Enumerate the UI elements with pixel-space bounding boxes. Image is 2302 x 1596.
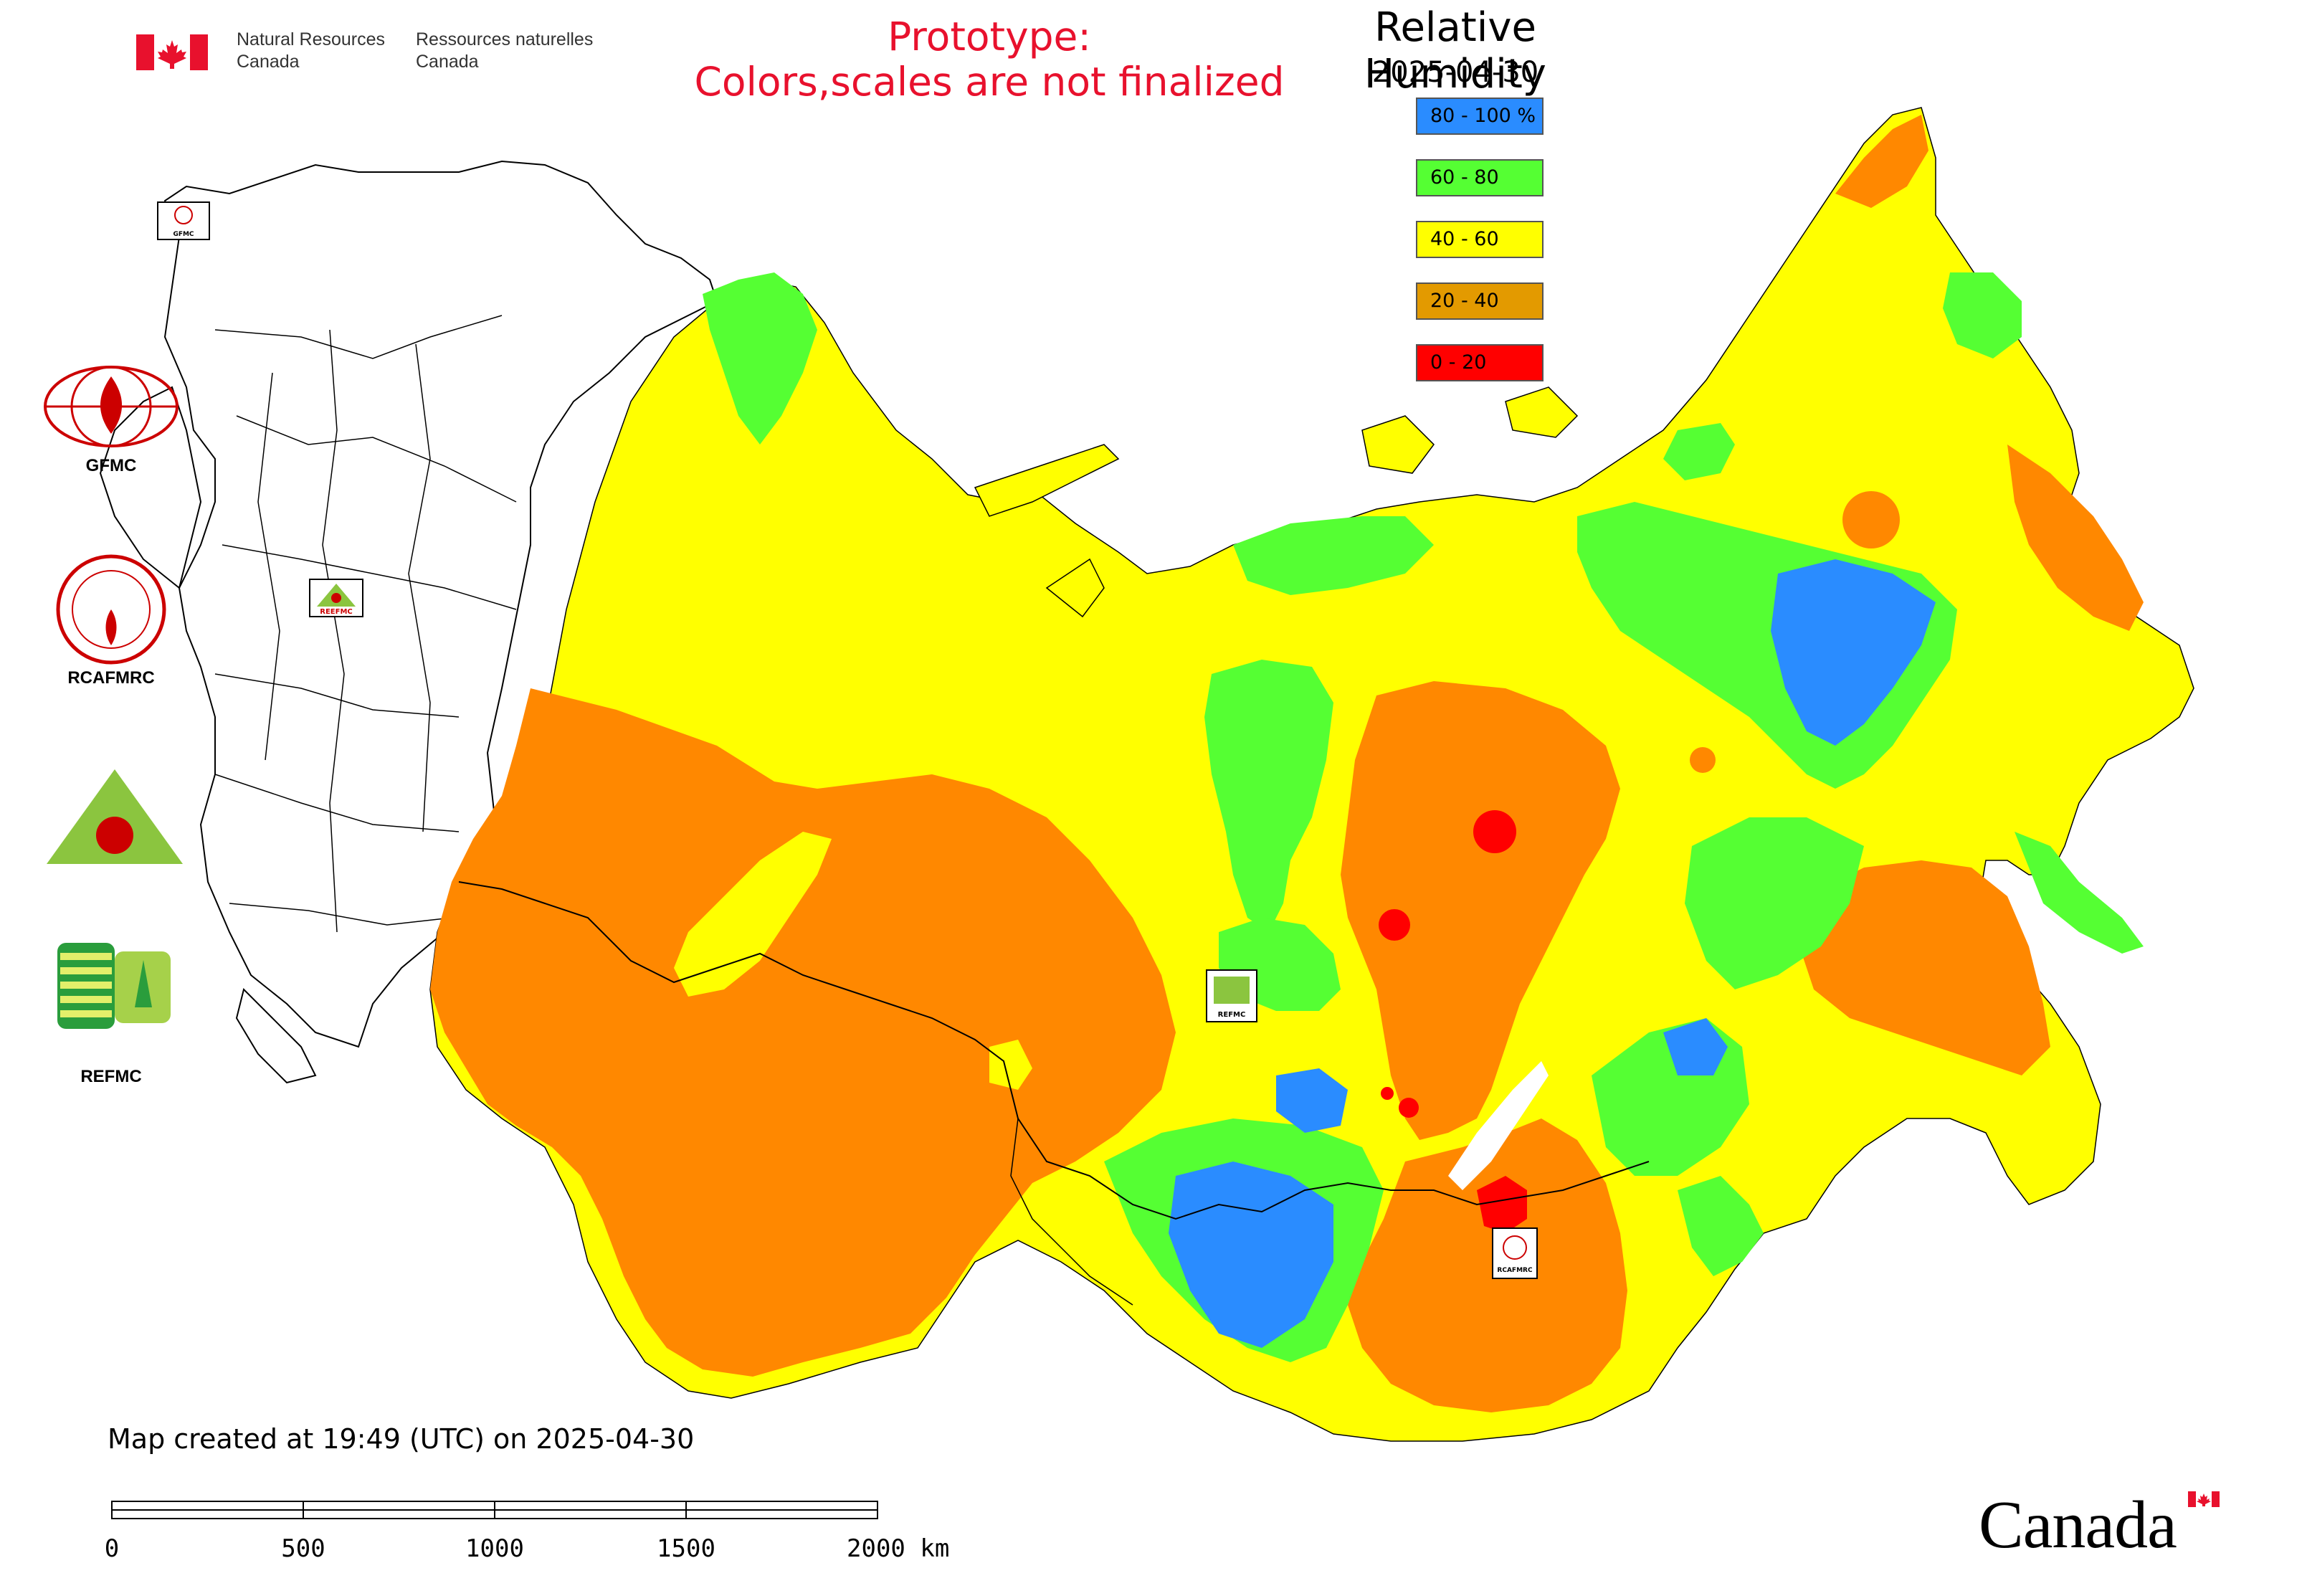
- rcafmrc-label: RCAFMRC: [67, 668, 155, 688]
- refmc-logo: [57, 943, 172, 1029]
- zone-dry-spot-1: [1842, 491, 1900, 548]
- zone-dry-central: [1341, 681, 1620, 1140]
- russia-southern-border: [458, 881, 1650, 1220]
- zone-humid-aldan: [1685, 817, 1864, 989]
- gfmc-label: GFMC: [85, 456, 137, 475]
- zone-very-dry-2: [1379, 909, 1410, 941]
- org-en-line1: Natural Resources: [237, 29, 386, 49]
- org-name-english: Natural Resources Canada: [237, 29, 385, 73]
- map-marker-refmc: REFMC: [1206, 969, 1257, 1022]
- map-created-text: Map created at 19:49 (UTC) on 2025-04-30: [108, 1423, 695, 1455]
- zone-moderate-spot: [989, 1040, 1032, 1090]
- org-fr-line2: Canada: [416, 52, 479, 72]
- kazakh-china-border: [1010, 1118, 1133, 1306]
- map-marker-gfmc-label: GFMC: [173, 231, 194, 238]
- zone-very-humid-yakutia: [1771, 559, 1936, 746]
- reefmc-emblem-icon: [39, 769, 190, 883]
- arctic-islands: [974, 386, 1579, 618]
- zone-humid-kola: [703, 272, 817, 445]
- lake-baikal: [1448, 1061, 1549, 1190]
- map-marker-rcafmrc: RCAFMRC: [1492, 1227, 1538, 1279]
- refmc-emblem-icon: [57, 943, 171, 1029]
- zone-very-dry-5: [1477, 1176, 1527, 1233]
- zone-dry-spot-3: [1690, 747, 1716, 773]
- zone-humid-sakhalin: [2015, 832, 2144, 954]
- zone-very-humid-amur: [1663, 1018, 1728, 1075]
- scale-label-2000: 2000 km: [847, 1534, 950, 1563]
- zone-humid-okhotsk: [1663, 423, 1735, 480]
- legend-item-60-80: 60 - 80: [1416, 159, 1544, 196]
- scale-label-1000: 1000: [465, 1534, 524, 1563]
- legend-item-20-40: 20 - 40: [1416, 282, 1544, 320]
- map-marker-rcafmrc-label: RCAFMRC: [1497, 1267, 1533, 1274]
- scale-bar-graphic: [111, 1501, 878, 1519]
- nrcan-signature: Natural Resources Canada Ressources natu…: [136, 29, 609, 79]
- canada-wordmark: Canada: [1979, 1491, 2222, 1559]
- gfmc-logo: [39, 362, 183, 470]
- org-fr-line1: Ressources naturelles: [416, 29, 594, 49]
- map-marker-gfmc: GFMC: [157, 201, 210, 240]
- europe-outline: [99, 160, 718, 1084]
- zone-humid-taymyr: [1233, 516, 1434, 595]
- zone-very-dry-3: [1399, 1098, 1419, 1118]
- map-date: 2025-04-30: [1371, 56, 1539, 89]
- zone-humid-ob: [1204, 660, 1333, 932]
- legend-item-40-60: 40 - 60: [1416, 221, 1544, 258]
- prototype-notice: Prototype: Colors,scales are not finaliz…: [631, 14, 1348, 105]
- map-title: Relative Humidity: [1364, 4, 1546, 98]
- canada-flag-icon: [136, 34, 208, 70]
- zone-dry-kamchatka: [2007, 445, 2144, 631]
- canada-wordmark-text: Canada: [1979, 1488, 2177, 1562]
- map-marker-refmc-label: REFMC: [1218, 1011, 1246, 1019]
- scale-label-1500: 1500: [657, 1534, 715, 1563]
- scale-bar: 0 500 1000 1500 2000 km: [104, 1498, 968, 1563]
- legend-item-80-100: 80 - 100 %: [1416, 98, 1544, 135]
- map-marker-reefmc: REEFMC: [309, 579, 363, 617]
- wordmark-flag-icon: [2188, 1491, 2220, 1507]
- zone-very-dry-4: [1381, 1087, 1394, 1100]
- zone-moderate-gap: [674, 832, 832, 997]
- refmc-label: REFMC: [80, 1067, 142, 1086]
- zone-humid-chukotka: [1943, 272, 2022, 358]
- rcafmrc-logo: [54, 552, 168, 667]
- gfmc-emblem-icon: [44, 366, 179, 447]
- scale-label-500: 500: [281, 1534, 325, 1563]
- prototype-line2: Colors,scales are not finalized: [694, 59, 1285, 105]
- rcafmrc-emblem-icon: [56, 554, 166, 665]
- org-name-french: Ressources naturelles Canada: [416, 29, 593, 73]
- scale-label-0: 0: [104, 1534, 120, 1563]
- prototype-line1: Prototype:: [888, 14, 1091, 60]
- org-en-line2: Canada: [237, 52, 300, 72]
- zone-very-humid-sayan: [1276, 1068, 1348, 1133]
- zone-dry-west: [430, 688, 1176, 1377]
- reefmc-logo: [36, 764, 194, 885]
- zone-humid-ne-china: [1678, 1176, 1764, 1276]
- zone-dry-fareast: [1799, 860, 2050, 1075]
- map-marker-reefmc-label: REEFMC: [320, 608, 352, 616]
- zone-very-dry-1: [1473, 810, 1516, 853]
- zone-dry-southeast: [1348, 1118, 1627, 1412]
- legend-item-0-20: 0 - 20: [1416, 344, 1544, 381]
- zone-dry-chukotka: [1835, 115, 1928, 208]
- humidity-fields: [429, 107, 2194, 1442]
